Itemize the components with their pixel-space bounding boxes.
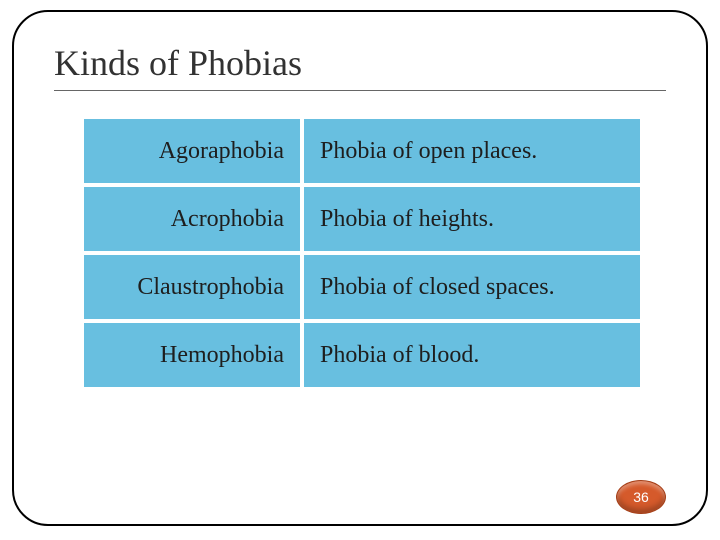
phobia-definition: Phobia of heights. <box>302 185 642 253</box>
table-row: Agoraphobia Phobia of open places. <box>82 117 642 185</box>
table-row: Hemophobia Phobia of blood. <box>82 321 642 389</box>
phobia-table: Agoraphobia Phobia of open places. Acrop… <box>82 117 642 389</box>
phobia-term: Agoraphobia <box>82 117 302 185</box>
slide-frame: Kinds of Phobias Agoraphobia Phobia of o… <box>12 10 708 526</box>
phobia-definition: Phobia of closed spaces. <box>302 253 642 321</box>
phobia-term: Hemophobia <box>82 321 302 389</box>
phobia-definition: Phobia of open places. <box>302 117 642 185</box>
table-row: Claustrophobia Phobia of closed spaces. <box>82 253 642 321</box>
page-title: Kinds of Phobias <box>54 42 666 91</box>
page-number-badge: 36 <box>616 480 666 514</box>
phobia-definition: Phobia of blood. <box>302 321 642 389</box>
phobia-term: Claustrophobia <box>82 253 302 321</box>
table-row: Acrophobia Phobia of heights. <box>82 185 642 253</box>
phobia-term: Acrophobia <box>82 185 302 253</box>
